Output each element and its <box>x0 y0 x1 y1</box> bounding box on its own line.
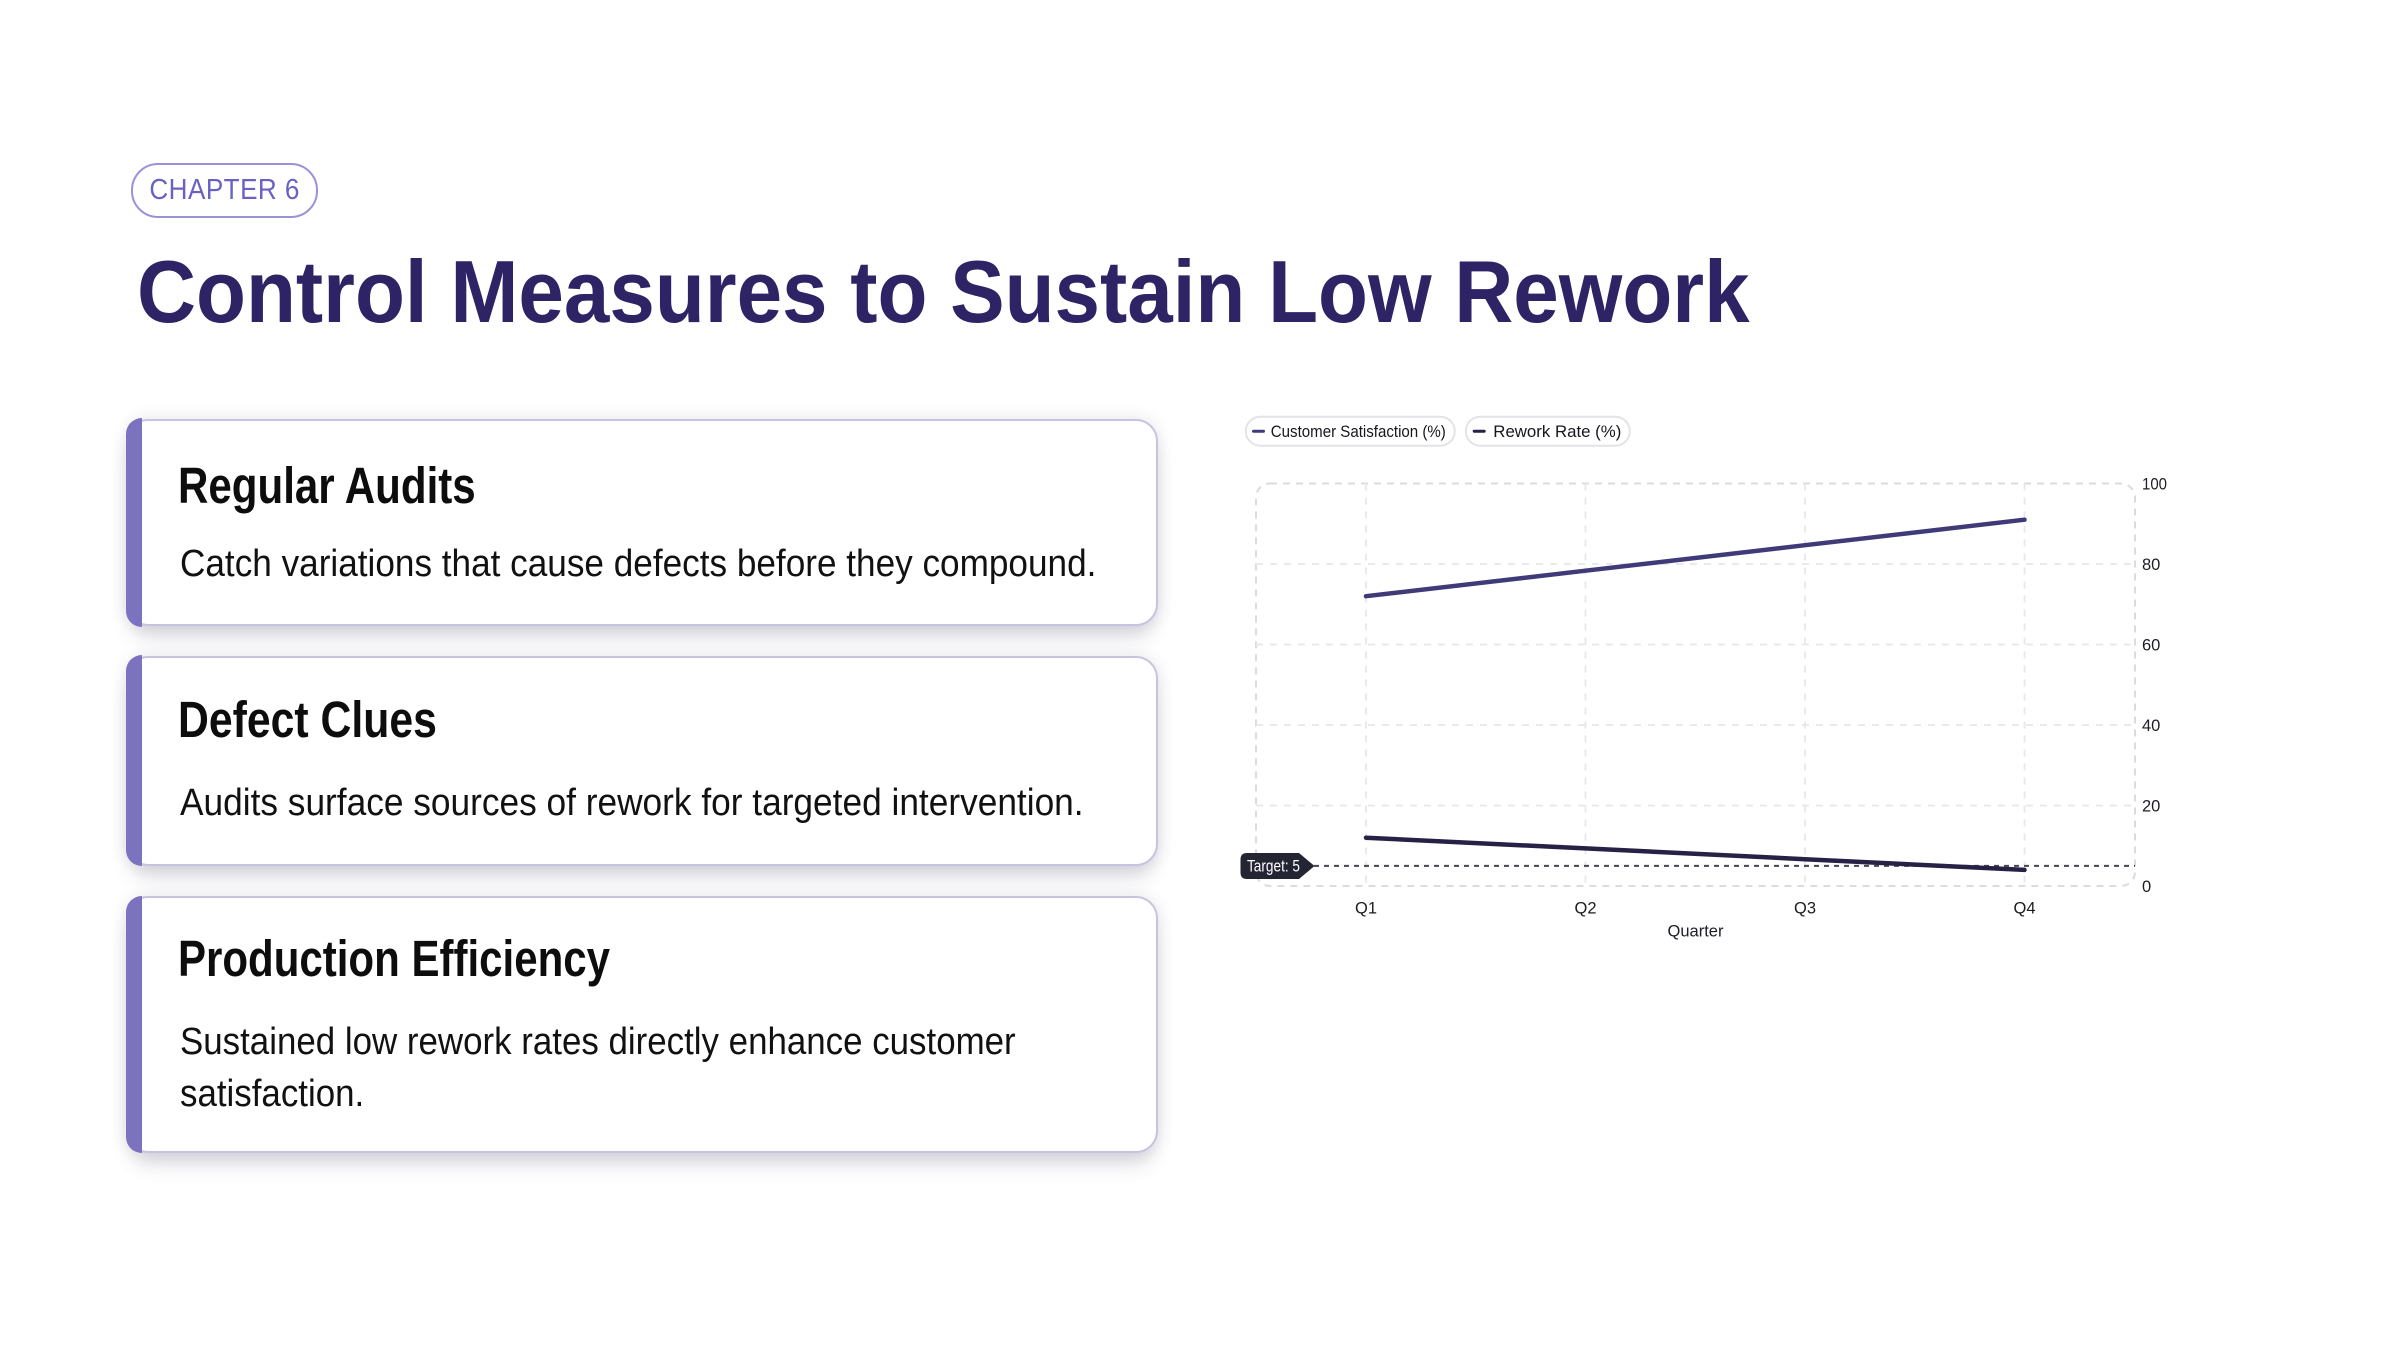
svg-text:Rework Rate (%): Rework Rate (%) <box>1493 422 1621 441</box>
svg-text:20: 20 <box>2142 797 2160 815</box>
svg-text:Q2: Q2 <box>1574 900 1596 918</box>
svg-text:Q4: Q4 <box>2013 900 2035 918</box>
svg-text:Customer Satisfaction (%): Customer Satisfaction (%) <box>1271 422 1446 441</box>
svg-text:Target: 5: Target: 5 <box>1247 858 1300 876</box>
svg-text:80: 80 <box>2142 556 2160 574</box>
svg-text:Q3: Q3 <box>1794 900 1816 918</box>
svg-text:Quarter: Quarter <box>1668 923 1724 941</box>
svg-text:100: 100 <box>2142 475 2167 493</box>
svg-text:60: 60 <box>2142 636 2160 654</box>
svg-text:Q1: Q1 <box>1355 900 1377 918</box>
svg-text:0: 0 <box>2142 878 2151 896</box>
svg-text:40: 40 <box>2142 717 2160 735</box>
